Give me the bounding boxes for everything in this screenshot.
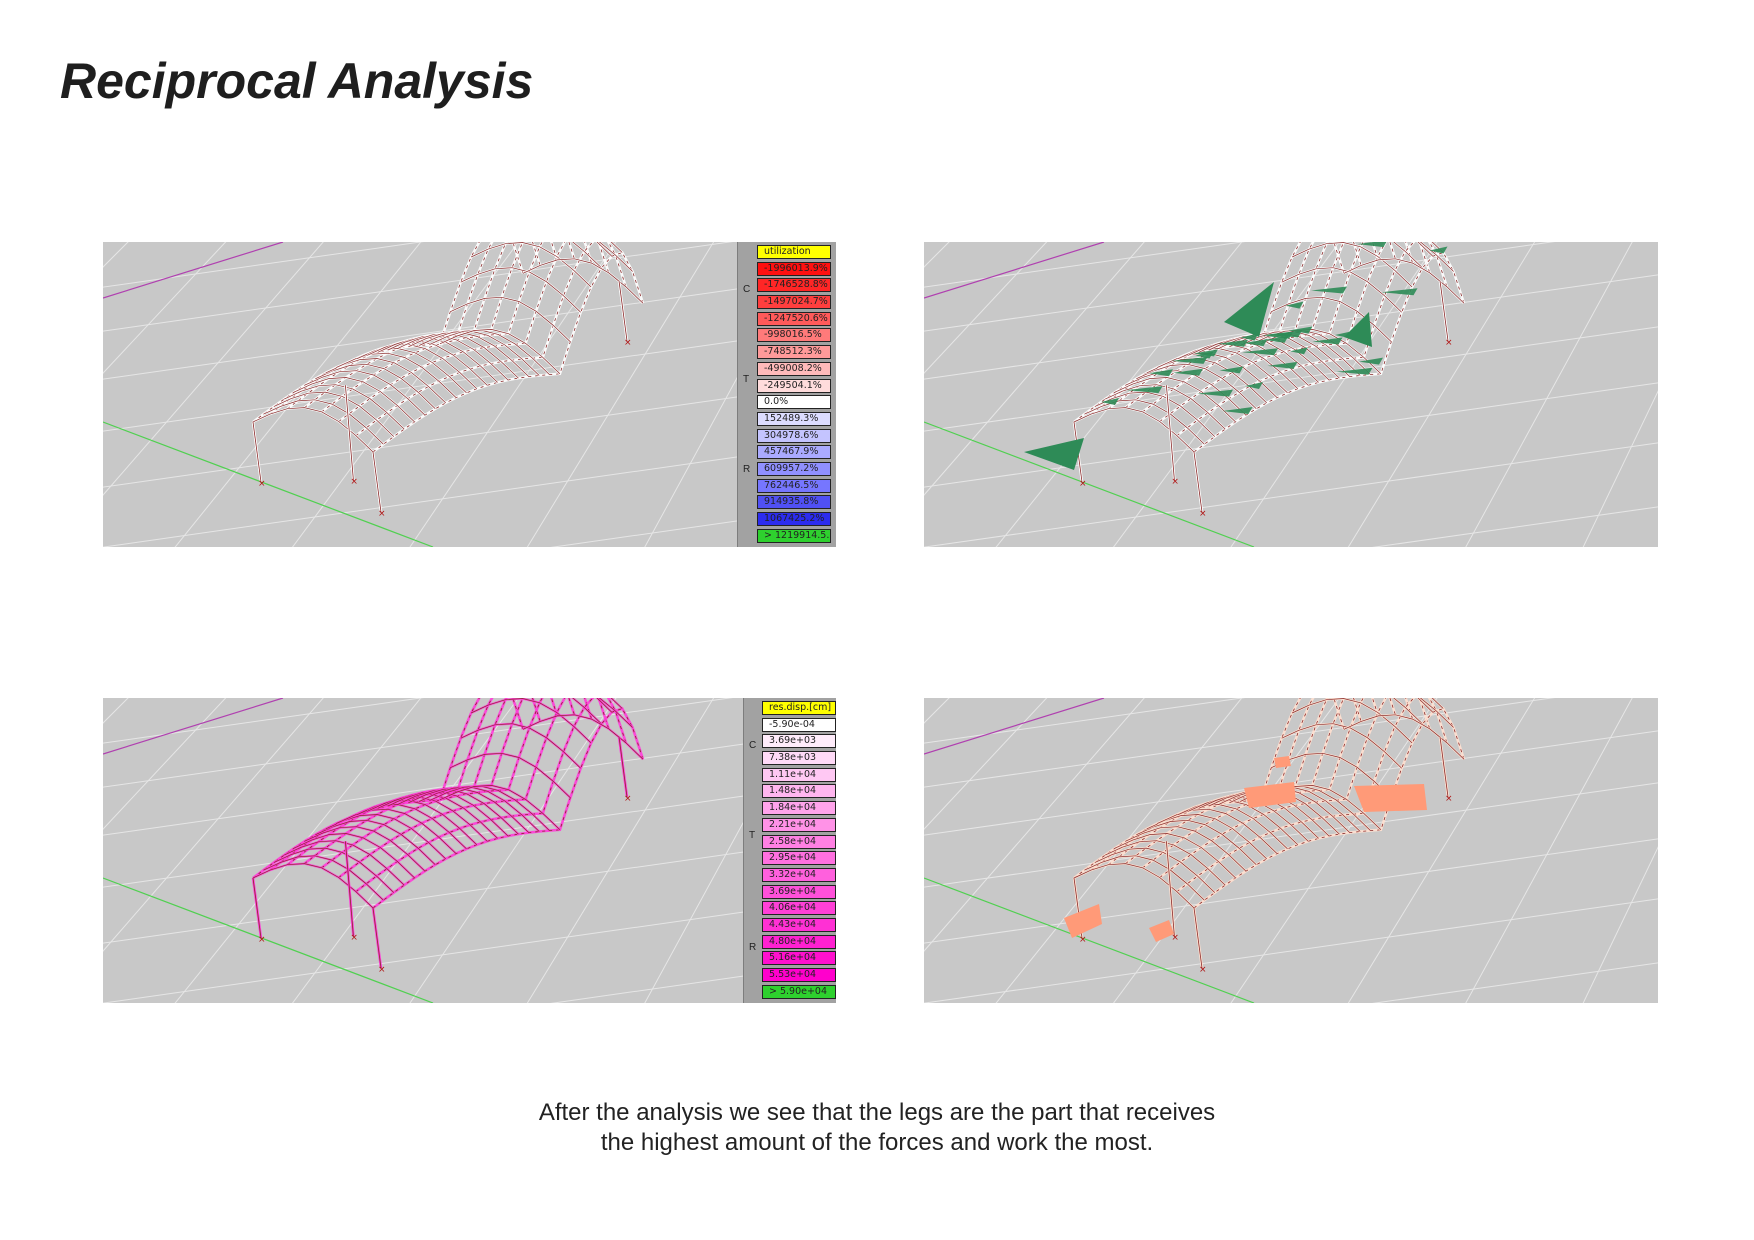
legend-item: -499008.2%	[757, 361, 831, 376]
y-axis-line	[924, 877, 1255, 1003]
svg-text:×: ×	[378, 509, 386, 519]
utilization-structure-render: × × × ×	[103, 242, 836, 547]
svg-text:×: ×	[624, 794, 632, 804]
legend-item: 609957.2%	[757, 461, 831, 476]
legend-item: 457467.9%	[757, 445, 831, 460]
utilization-legend: C T R utilization -1996013.9% -1746528.8%…	[737, 242, 836, 547]
force-structure-render: × × × ×	[924, 698, 1658, 1003]
reaction-structure-render: × × × ×	[924, 242, 1658, 547]
gridshell-structure: × × × ×	[1072, 242, 1466, 519]
caption-line-1: After the analysis we see that the legs …	[538, 1099, 1216, 1126]
displacement-legend: C T R res.disp.[cm] -5.90e-04 3.69e+03 7.3…	[743, 698, 836, 1003]
floor-grid	[924, 242, 1658, 547]
force-viewport[interactable]: × × × ×	[924, 698, 1658, 1003]
svg-text:×: ×	[1079, 479, 1087, 489]
svg-text:×: ×	[1199, 965, 1207, 975]
legend-item: -1497024.7%	[757, 295, 831, 310]
svg-text:×: ×	[1171, 933, 1179, 943]
legend-item: 4.80e+04	[762, 934, 836, 949]
legend-item: 1.48e+04	[762, 784, 836, 799]
legend-item: 914935.8%	[757, 495, 831, 510]
legend-side-label-t: T	[743, 374, 750, 385]
legend-item: 3.32e+04	[762, 867, 836, 882]
x-axis-line	[103, 698, 284, 755]
displacement-structure-render: × × × ×	[103, 698, 836, 1003]
legend-item: 1.84e+04	[762, 801, 836, 816]
svg-text:×: ×	[378, 965, 386, 975]
floor-grid	[103, 242, 836, 547]
legend-item: 3.69e+04	[762, 884, 836, 899]
page-title: Reciprocal Analysis	[60, 53, 534, 109]
legend-side-label-c: C	[749, 740, 757, 751]
legend-item: 4.43e+04	[762, 917, 836, 932]
legend-item: 4.06e+04	[762, 901, 836, 916]
x-axis-line	[924, 242, 1105, 299]
legend-header: utilization	[757, 245, 831, 259]
legend-item: 0.0%	[757, 395, 831, 410]
legend-side-label-r: R	[743, 464, 751, 475]
reaction-viewport[interactable]: × × × ×	[924, 242, 1658, 547]
svg-text:×: ×	[258, 479, 266, 489]
legend-item: 1.11e+04	[762, 767, 836, 782]
svg-text:×: ×	[1445, 338, 1453, 348]
svg-text:×: ×	[1171, 477, 1179, 487]
legend-item: 5.53e+04	[762, 968, 836, 982]
legend-item: -249504.1%	[757, 378, 831, 393]
legend-item: -748512.3%	[757, 345, 831, 360]
utilization-viewport[interactable]: × × × × C T R utilization -1996013.9% -17465…	[103, 242, 836, 547]
svg-text:×: ×	[1199, 509, 1207, 519]
y-axis-line	[924, 421, 1255, 547]
gridshell-structure: × × × ×	[251, 698, 645, 975]
legend-item: -5.90e-04	[762, 717, 836, 732]
svg-text:×: ×	[1445, 794, 1453, 804]
legend-side-label-c: C	[743, 284, 751, 295]
legend-item: 762446.5%	[757, 478, 831, 493]
legend-item: 304978.6%	[757, 428, 831, 443]
caption-line-2: the highest amount of the forces and wor…	[600, 1129, 1154, 1156]
legend-item: > 5.90e+04	[762, 984, 836, 999]
legend-item: -1996013.9%	[757, 261, 831, 276]
svg-text:×: ×	[350, 477, 358, 487]
reaction-arrows	[1024, 242, 1448, 470]
legend-item: 2.95e+04	[762, 851, 836, 866]
legend-side-label-t: T	[749, 830, 756, 841]
y-axis-line	[103, 877, 434, 1003]
legend-header: res.disp.[cm]	[762, 701, 836, 715]
legend-side-label-r: R	[749, 942, 757, 953]
svg-text:×: ×	[350, 933, 358, 943]
legend-item: -1247520.6%	[757, 311, 831, 326]
svg-text:×: ×	[1079, 935, 1087, 945]
legend-item: 2.58e+04	[762, 834, 836, 849]
svg-text:×: ×	[624, 338, 632, 348]
legend-item: 3.69e+03	[762, 734, 836, 749]
legend-item: 5.16e+04	[762, 951, 836, 966]
legend-item: 2.21e+04	[762, 817, 836, 832]
legend-item: -998016.5%	[757, 328, 831, 343]
gridshell-structure: × × × ×	[1072, 698, 1466, 975]
caption: After the analysis we see that the legs …	[0, 1098, 1754, 1158]
floor-grid	[924, 698, 1658, 1003]
legend-item: -1746528.8%	[757, 278, 831, 293]
legend-item: 1067425.2%	[757, 512, 831, 526]
y-axis-line	[103, 421, 434, 547]
force-bars	[1064, 756, 1427, 942]
x-axis-line	[103, 242, 284, 299]
legend-item: 152489.3%	[757, 411, 831, 426]
x-axis-line	[924, 698, 1105, 755]
legend-item: 7.38e+03	[762, 751, 836, 766]
gridshell-structure: × × × ×	[251, 242, 645, 519]
legend-item: > 1219914.5...	[757, 528, 831, 543]
displacement-viewport[interactable]: × × × × C T R res.disp.[cm] -5.90e-04 3.69e+…	[103, 698, 836, 1003]
svg-text:×: ×	[258, 935, 266, 945]
floor-grid	[103, 698, 836, 1003]
